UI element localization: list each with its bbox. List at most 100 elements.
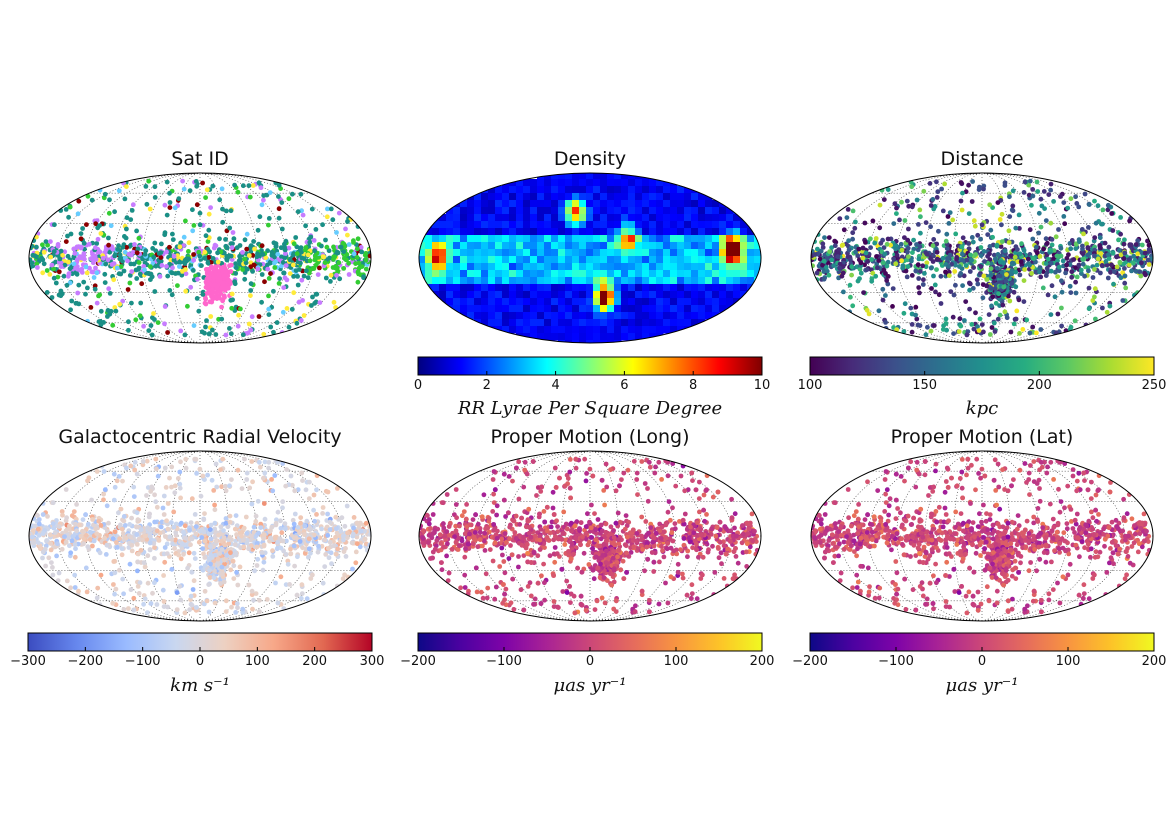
density-cell (607, 221, 615, 229)
star-point (225, 276, 231, 282)
density-cell (530, 333, 538, 341)
star-point (319, 243, 324, 249)
density-cell (453, 284, 461, 292)
density-cell (621, 263, 629, 271)
star-point (150, 315, 155, 321)
star-point (76, 198, 82, 204)
star-point (894, 205, 899, 211)
star-point (308, 576, 314, 581)
star-point (1013, 316, 1019, 322)
star-point (149, 332, 155, 338)
density-cell (663, 200, 671, 208)
density-cell (474, 312, 482, 320)
density-cell (600, 179, 608, 187)
density-cell (558, 207, 566, 215)
star-point (909, 322, 915, 327)
star-point (1098, 245, 1103, 251)
star-point (934, 249, 940, 255)
star-point (952, 269, 958, 274)
density-cell (502, 319, 510, 327)
density-cell (516, 214, 524, 222)
star-point (1118, 252, 1124, 258)
density-cell (453, 256, 461, 264)
density-cell (446, 291, 454, 299)
density-cell (607, 173, 615, 180)
star-point (359, 249, 365, 255)
density-cell (586, 319, 594, 327)
density-cell (425, 235, 433, 243)
star-point (1048, 181, 1054, 187)
star-point (210, 296, 216, 302)
density-cell (537, 284, 545, 292)
density-cell (663, 249, 671, 257)
density-cell (698, 207, 706, 215)
density-cell (488, 312, 496, 320)
density-cell (614, 173, 622, 180)
density-cell (579, 179, 587, 187)
star-point (76, 244, 81, 249)
colorbar-tick-label: 150 (912, 378, 938, 393)
star-point (1064, 255, 1070, 261)
distance-plot-area (811, 173, 1153, 343)
star-point (1095, 256, 1101, 262)
density-cell (558, 256, 566, 264)
density-cell (579, 235, 587, 243)
star-point (1142, 270, 1147, 276)
density-cell (649, 270, 657, 278)
density-cell (446, 298, 454, 306)
density-cell (600, 256, 608, 264)
density-cell (474, 193, 482, 201)
density-cell (572, 284, 580, 292)
star-point (280, 309, 286, 315)
density-cell (698, 214, 706, 222)
density-cell (579, 333, 587, 341)
density-cell (509, 235, 517, 243)
density-cell (481, 207, 489, 215)
density-cell (614, 319, 622, 327)
star-point (233, 265, 239, 271)
star-point (857, 266, 863, 272)
density-cell (607, 319, 615, 327)
density-cell (677, 214, 685, 222)
star-point (997, 312, 1003, 318)
density-cell (726, 277, 734, 285)
star-point (220, 456, 226, 462)
star-point (105, 257, 111, 263)
star-point (123, 235, 129, 241)
star-point (310, 294, 315, 300)
density-cell (733, 235, 741, 243)
density-cell (495, 319, 503, 327)
density-cell (446, 284, 454, 292)
star-point (107, 291, 113, 296)
star-point (139, 281, 145, 287)
density-cell (432, 221, 440, 229)
star-point (1086, 202, 1092, 207)
star-point (66, 259, 71, 265)
density-cell (691, 200, 699, 208)
star-point (102, 271, 108, 277)
density-cell (509, 256, 517, 264)
density-cell (558, 193, 566, 201)
density-cell (656, 298, 664, 306)
density-cell (551, 270, 559, 278)
density-cell (628, 235, 636, 243)
density-cell (586, 326, 594, 334)
density-cell (656, 186, 664, 194)
density-cell (600, 221, 608, 229)
star-point (93, 265, 98, 271)
star-point (915, 262, 921, 268)
star-point (337, 276, 343, 282)
density-cell (677, 312, 685, 320)
star-point (121, 268, 127, 274)
star-point (861, 290, 866, 295)
density-cell (509, 249, 517, 257)
sat-id-map (28, 172, 372, 344)
star-point (289, 306, 295, 312)
density-cell (600, 326, 608, 334)
star-point (106, 286, 112, 292)
density-cell (628, 214, 636, 222)
density-cell (502, 207, 510, 215)
star-point (213, 332, 219, 337)
star-point (1110, 228, 1116, 233)
star-point (167, 205, 173, 210)
